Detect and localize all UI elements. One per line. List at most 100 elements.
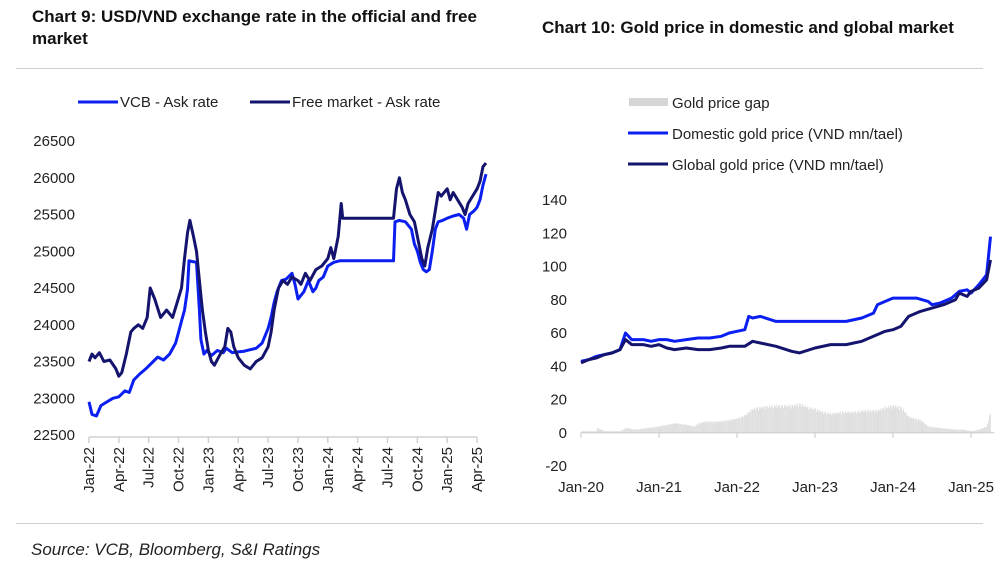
gap-bar	[979, 429, 981, 433]
gap-bar	[870, 409, 871, 433]
gap-bar	[816, 408, 818, 433]
gap-bar	[930, 426, 931, 433]
gap-bar	[866, 412, 868, 433]
gap-bar	[911, 417, 913, 433]
legend-label: Domestic gold price (VND mn/tael)	[672, 126, 903, 143]
x-tick-label: Jan-25	[948, 479, 994, 496]
gap-bar	[611, 431, 612, 433]
gap-bar	[623, 429, 624, 433]
gap-bar	[751, 409, 753, 433]
gap-bar	[837, 411, 839, 433]
gap-bar	[612, 431, 614, 433]
gap-bar	[906, 416, 908, 433]
gap-bar	[822, 411, 824, 433]
gap-bar	[869, 411, 870, 433]
gap-bar	[929, 426, 930, 433]
x-tick-label: Jul-24	[380, 447, 397, 488]
gap-bar	[841, 414, 842, 433]
gap-bar	[883, 407, 884, 433]
gap-bar	[690, 425, 692, 433]
gap-bar	[962, 429, 963, 433]
gap-bar	[702, 422, 704, 433]
gap-bar	[802, 406, 804, 433]
gap-bar	[631, 429, 633, 433]
gap-bar	[712, 422, 713, 433]
gap-bar	[780, 407, 782, 433]
gap-bar	[864, 410, 866, 433]
gap-bar	[910, 416, 912, 433]
gap-bar	[908, 416, 910, 433]
gap-bar	[781, 405, 782, 433]
legend-label: Free market - Ask rate	[292, 94, 440, 111]
gap-bar	[815, 411, 817, 433]
gap-bar	[909, 418, 911, 433]
gap-bar	[753, 409, 754, 433]
gap-bar	[786, 406, 787, 433]
gap-bar	[918, 419, 920, 433]
gap-bar	[772, 408, 774, 433]
gap-bar	[862, 409, 864, 433]
gap-bar	[986, 426, 987, 433]
gap-bar	[845, 413, 847, 433]
y-tick-label: 25000	[33, 243, 75, 260]
gap-bar	[915, 418, 916, 433]
gap-bar	[987, 424, 988, 433]
gap-bar	[856, 413, 857, 433]
gap-bar	[710, 422, 711, 433]
gap-bar	[759, 407, 761, 433]
gap-bar	[583, 431, 585, 433]
gap-bar	[754, 407, 755, 433]
gap-bar	[983, 427, 985, 433]
gap-bar	[932, 426, 934, 433]
x-tick-label: Apr-25	[469, 447, 486, 492]
gap-bar	[696, 424, 697, 433]
gap-bar	[705, 421, 707, 433]
gap-bar	[744, 415, 746, 433]
gap-bar	[657, 426, 659, 433]
gap-bar	[647, 427, 649, 433]
gap-bar	[791, 404, 793, 433]
gap-bar	[859, 410, 861, 433]
gap-bar	[833, 415, 835, 433]
gap-bar	[700, 422, 702, 433]
gap-bar	[644, 428, 646, 433]
gap-bar	[750, 412, 752, 433]
gap-bar	[882, 408, 884, 433]
gap-bar	[581, 431, 582, 433]
x-tick-label: Jan-25	[439, 447, 456, 493]
gap-bar	[619, 431, 621, 433]
gap-bar	[653, 426, 654, 433]
gap-bar	[731, 419, 733, 433]
gap-bar	[972, 431, 973, 433]
x-tick-label: Jul-23	[260, 447, 277, 488]
gap-bar	[810, 408, 811, 433]
gap-bar	[879, 410, 881, 433]
gap-bar	[622, 429, 623, 433]
gap-bar	[736, 417, 738, 433]
gap-bar	[728, 419, 730, 433]
gap-bar	[813, 409, 814, 433]
gap-bar	[784, 404, 785, 433]
gap-bar	[900, 406, 901, 433]
gap-bar	[835, 413, 837, 433]
gap-bar	[917, 420, 918, 433]
gap-bar	[890, 405, 892, 433]
gap-bar	[640, 428, 641, 433]
gap-bar	[884, 409, 885, 433]
x-tick-label: Jul-22	[141, 447, 158, 488]
gap-bar	[946, 428, 947, 433]
gap-bar	[714, 422, 716, 433]
gap-bar	[887, 407, 888, 433]
gap-bar	[680, 423, 681, 433]
gap-bar	[664, 426, 665, 433]
gap-bar	[945, 428, 946, 433]
gap-bar	[692, 426, 694, 433]
gap-bar	[852, 411, 854, 433]
gap-bar	[849, 411, 851, 433]
gap-bar	[975, 430, 976, 433]
gap-bar	[742, 416, 743, 433]
gap-bar	[948, 428, 950, 433]
gap-bar	[597, 428, 599, 433]
gap-bar	[931, 426, 932, 433]
gap-bar	[760, 408, 762, 433]
